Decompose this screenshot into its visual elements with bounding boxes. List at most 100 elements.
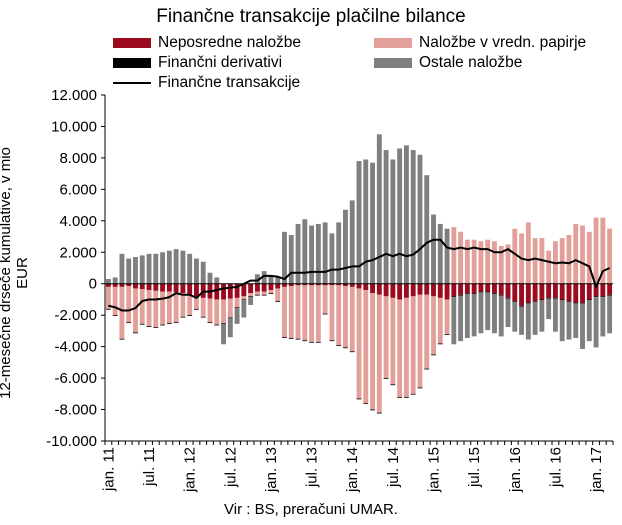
bar-series3-m47: [424, 175, 430, 284]
bar-series1-m39: [370, 293, 375, 410]
bar-series1-m49: [437, 297, 443, 344]
bar-series1-m26: [282, 286, 287, 338]
y-tick-label: -2.000: [54, 307, 97, 324]
bar-series1-m10: [173, 292, 179, 323]
x-tick-label: jan. 12: [182, 447, 199, 493]
bar-series2-m0: [105, 308, 111, 310]
bar-series2-m62: [525, 302, 531, 304]
bar-series2-m25: [275, 301, 281, 302]
bar-series0-m67: [559, 283, 565, 300]
bar-series1-m18: [227, 298, 233, 318]
bar-series0-m31: [315, 283, 321, 286]
bar-series2-m43: [397, 396, 403, 398]
bar-series1-m59: [505, 244, 511, 284]
bar-series2-m54: [471, 293, 477, 294]
y-tick-label: 12.000: [51, 87, 97, 104]
x-tick-label: jul. 16: [547, 447, 564, 488]
bar-series3-m3: [126, 258, 132, 284]
bar-series1-m69: [573, 223, 579, 284]
bar-series2-m21: [248, 296, 254, 298]
bar-series0-m71: [586, 283, 592, 300]
bar-series1-m48: [431, 296, 436, 355]
y-tick-label: 6.000: [59, 181, 97, 198]
bar-series3-m18: [227, 318, 233, 338]
y-tick-label: -6.000: [54, 370, 97, 387]
legend-swatch-vrednostni-papirji: [374, 38, 412, 48]
bar-series2-m18: [227, 317, 233, 319]
bar-series0-m19: [234, 283, 240, 298]
bar-series1-m33: [329, 285, 335, 341]
bar-series3-m35: [343, 209, 348, 284]
bar-series1-m11: [180, 293, 186, 317]
bar-series1-m16: [214, 299, 220, 325]
bar-series3-m32: [322, 222, 328, 284]
bar-series1-m52: [458, 231, 464, 284]
bar-series0-m25: [275, 283, 281, 289]
bar-series0-m35: [343, 283, 348, 287]
bar-series3-m44: [403, 145, 409, 284]
bar-series0-m20: [241, 283, 247, 297]
x-tick-label: jul. 14: [385, 447, 402, 488]
bar-series1-m60: [512, 228, 518, 284]
bar-series1-m2: [119, 286, 125, 339]
bar-series1-m63: [532, 238, 538, 284]
bar-series3-m1: [112, 277, 118, 284]
x-tick-label: jan. 11: [100, 447, 117, 492]
bar-series0-m16: [214, 283, 220, 300]
bar-series3-m13: [194, 258, 199, 284]
x-tick-label: jan. 16: [507, 447, 524, 493]
bar-series3-m54: [471, 293, 477, 337]
y-tick-label: -10.000: [46, 433, 97, 450]
bar-series2-m28: [295, 338, 301, 340]
bar-series3-m51: [451, 297, 457, 345]
bar-series2-m51: [451, 296, 457, 298]
bar-series1-m9: [166, 291, 172, 324]
bar-series1-m7: [153, 290, 159, 327]
bar-series2-m67: [559, 299, 565, 301]
bar-series0-m44: [403, 283, 409, 298]
bar-series2-m68: [566, 301, 572, 302]
bar-series3-m37: [356, 161, 362, 284]
bar-series1-m15: [207, 298, 213, 323]
bar-series3-m41: [383, 150, 389, 284]
bar-series2-m66: [552, 297, 558, 299]
bar-series1-m32: [322, 285, 328, 314]
legend-label-derivativi: Finančni derivativi: [158, 54, 283, 71]
bar-series0-m27: [288, 283, 294, 287]
bar-series3-m8: [160, 252, 166, 284]
bar-series3-m69: [573, 303, 579, 338]
bar-series0-m24: [268, 283, 274, 291]
bar-series2-m27: [288, 337, 294, 339]
bar-series3-m66: [552, 298, 558, 332]
bar-series3-m11: [180, 250, 186, 284]
bar-series0-m66: [552, 283, 558, 298]
bar-series2-m39: [370, 409, 375, 411]
bar-series1-m19: [234, 297, 240, 308]
bar-series3-m10: [173, 249, 179, 284]
bar-series0-m72: [593, 283, 599, 297]
bar-series0-m54: [471, 283, 477, 294]
bar-series0-m3: [126, 283, 132, 287]
bar-series1-m37: [356, 288, 362, 399]
bar-series3-m25: [275, 277, 281, 284]
bar-series0-m42: [390, 283, 396, 298]
bar-series0-m22: [254, 283, 260, 292]
bar-series0-m33: [329, 283, 335, 286]
bar-series2-m63: [532, 301, 538, 302]
bar-series2-m59: [505, 297, 511, 299]
x-tick-label: jul. 11: [141, 447, 158, 487]
bar-series2-m74: [607, 294, 613, 296]
bar-series3-m16: [214, 277, 220, 284]
bar-series0-m9: [166, 283, 172, 292]
bar-series3-m61: [519, 306, 524, 335]
bar-series2-m49: [437, 343, 443, 345]
bar-series1-m62: [525, 222, 531, 284]
bar-series3-m45: [410, 150, 416, 284]
bar-series2-m64: [539, 299, 545, 301]
bar-series3-m39: [370, 162, 375, 284]
x-tick-label: jul. 15: [466, 447, 483, 488]
bar-series3-m24: [268, 275, 274, 284]
bar-series3-m5: [139, 255, 145, 284]
bar-series1-m71: [586, 231, 592, 284]
bar-series1-m14: [200, 297, 206, 317]
